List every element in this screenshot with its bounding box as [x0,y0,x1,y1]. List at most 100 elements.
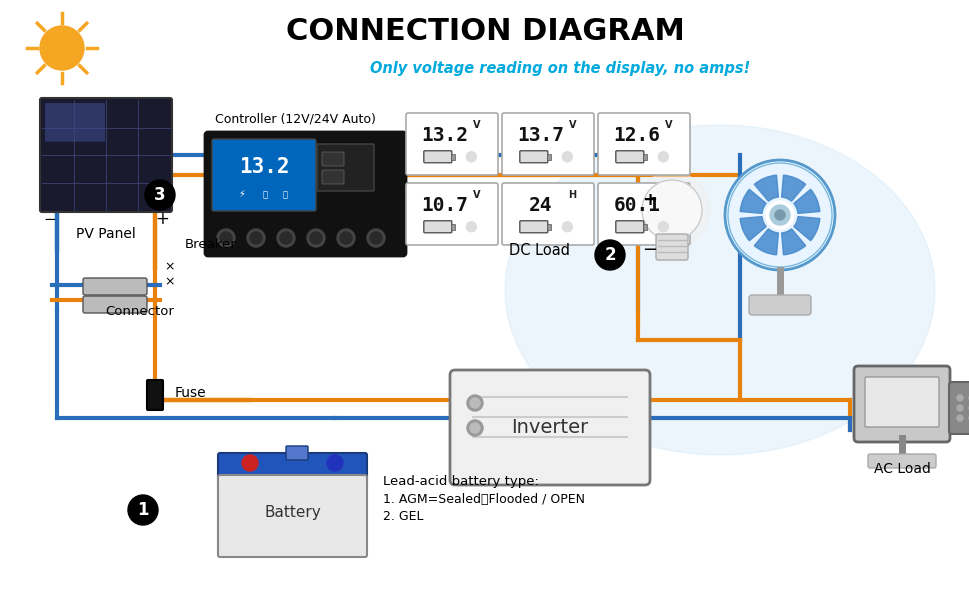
Circle shape [766,201,794,229]
Text: −: − [641,241,656,259]
FancyBboxPatch shape [748,295,810,315]
Circle shape [956,405,962,411]
Text: 💡: 💡 [283,190,288,199]
Text: 10.7: 10.7 [421,196,468,215]
Circle shape [956,415,962,421]
FancyBboxPatch shape [218,475,366,557]
Circle shape [247,229,265,247]
Polygon shape [641,180,702,210]
Circle shape [340,232,352,244]
Text: Controller (12V/24V Auto): Controller (12V/24V Auto) [215,113,376,126]
FancyBboxPatch shape [615,221,643,233]
Text: Battery: Battery [264,505,321,520]
Text: Only voltage reading on the display, no amps!: Only voltage reading on the display, no … [369,61,749,76]
Circle shape [277,229,295,247]
Text: V: V [568,121,576,130]
Circle shape [466,152,476,162]
Text: V: V [473,121,480,130]
Polygon shape [641,210,702,240]
FancyBboxPatch shape [642,224,646,230]
FancyBboxPatch shape [423,151,452,163]
FancyBboxPatch shape [451,154,454,160]
FancyBboxPatch shape [519,151,547,163]
Circle shape [562,152,572,162]
Circle shape [466,395,483,411]
Text: 60.1: 60.1 [612,196,660,215]
Text: PV Panel: PV Panel [76,227,136,241]
FancyBboxPatch shape [212,139,316,211]
Text: Breaker: Breaker [185,238,236,251]
FancyBboxPatch shape [597,113,689,175]
Text: 3: 3 [154,186,166,204]
Circle shape [306,229,325,247]
FancyBboxPatch shape [502,113,593,175]
FancyBboxPatch shape [864,377,938,427]
Text: 12.6: 12.6 [612,126,660,145]
Text: CONNECTION DIAGRAM: CONNECTION DIAGRAM [285,17,684,46]
Circle shape [280,232,292,244]
FancyBboxPatch shape [547,154,550,160]
Text: 1: 1 [137,501,148,519]
Text: 1. AGM=Sealed、Flooded / OPEN: 1. AGM=Sealed、Flooded / OPEN [383,493,584,506]
Circle shape [40,26,84,70]
Text: 🔋: 🔋 [263,190,267,199]
FancyBboxPatch shape [597,183,689,245]
Text: ×: × [165,275,175,288]
Circle shape [466,420,483,436]
Circle shape [327,455,343,471]
FancyBboxPatch shape [655,234,687,260]
Circle shape [968,415,969,421]
Text: 13.2: 13.2 [238,157,289,177]
Circle shape [594,240,624,270]
Circle shape [968,405,969,411]
Text: 2. GEL: 2. GEL [383,510,423,523]
Circle shape [366,229,385,247]
Text: +: + [155,210,169,228]
Ellipse shape [505,125,934,455]
Wedge shape [781,175,805,201]
Circle shape [369,232,382,244]
Text: Inverter: Inverter [511,418,588,437]
Text: Lead-acid battery type:: Lead-acid battery type: [383,475,539,488]
Circle shape [310,232,322,244]
Circle shape [466,222,476,232]
FancyBboxPatch shape [547,224,550,230]
Wedge shape [793,189,819,214]
Wedge shape [754,175,778,201]
Circle shape [250,232,262,244]
Text: V: V [473,190,480,200]
Text: AC Load: AC Load [873,462,929,476]
Text: −: − [44,212,56,227]
FancyBboxPatch shape [642,154,646,160]
Circle shape [562,222,572,232]
Circle shape [128,495,158,525]
FancyBboxPatch shape [867,454,935,468]
Text: 24: 24 [529,196,552,215]
Text: 13.2: 13.2 [421,126,468,145]
Circle shape [774,210,784,220]
Text: ⚡: ⚡ [237,189,244,199]
Text: DC Load: DC Load [509,243,570,258]
Text: H: H [568,190,577,200]
Circle shape [769,205,789,225]
FancyBboxPatch shape [948,382,969,434]
FancyBboxPatch shape [40,98,172,212]
FancyBboxPatch shape [322,152,344,166]
FancyBboxPatch shape [204,132,406,256]
Circle shape [956,395,962,401]
Text: ×: × [165,260,175,273]
Wedge shape [754,229,778,255]
Circle shape [634,172,709,248]
Text: 13.7: 13.7 [516,126,564,145]
FancyBboxPatch shape [45,103,105,142]
Text: 2: 2 [604,246,615,264]
FancyBboxPatch shape [853,366,949,442]
FancyBboxPatch shape [147,380,163,410]
FancyBboxPatch shape [451,224,454,230]
Text: Fuse: Fuse [174,386,206,400]
FancyBboxPatch shape [286,446,308,460]
Text: Connector: Connector [105,305,173,318]
Circle shape [336,229,355,247]
Circle shape [470,423,480,433]
FancyBboxPatch shape [502,183,593,245]
